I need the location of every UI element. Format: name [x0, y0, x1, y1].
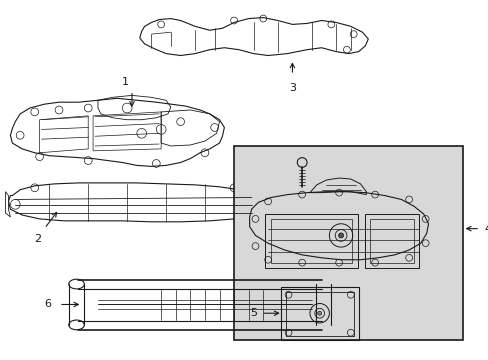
Text: 4: 4 — [483, 224, 488, 234]
Bar — [270, 219, 351, 263]
Circle shape — [317, 311, 321, 315]
Bar — [264, 214, 357, 267]
Bar — [234, 146, 462, 341]
Text: 5: 5 — [250, 308, 257, 318]
Bar — [365, 214, 418, 267]
Text: 1: 1 — [122, 77, 128, 87]
Text: 6: 6 — [44, 300, 51, 310]
Text: 3: 3 — [288, 83, 295, 93]
Bar — [280, 287, 358, 341]
Circle shape — [338, 233, 343, 238]
Bar — [285, 292, 353, 336]
Bar — [369, 219, 413, 263]
Text: 2: 2 — [34, 234, 41, 244]
